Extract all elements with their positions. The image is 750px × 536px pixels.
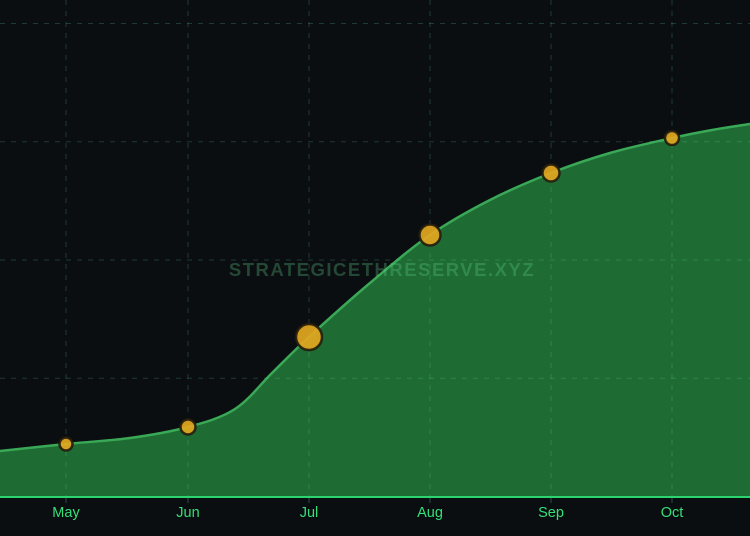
data-point-jul[interactable] [294,322,324,352]
data-points [58,129,681,452]
data-point-aug[interactable] [418,223,442,247]
x-axis-label-jun: Jun [176,505,200,521]
x-axis: May Jun Jul Aug Sep Oct [0,503,750,536]
gridlines [0,0,750,497]
area-line [0,122,750,453]
x-axis-ticks [65,498,673,503]
data-point-oct[interactable] [663,129,681,147]
data-point-sep[interactable] [541,163,561,183]
data-point-jun[interactable] [179,418,197,436]
x-axis-label-aug: Aug [417,505,443,521]
x-axis-label-sep: Sep [538,505,564,521]
x-axis-label-jul: Jul [299,505,319,521]
area-fill [0,124,750,497]
data-point-may[interactable] [58,436,74,452]
x-axis-label-oct: Oct [660,505,684,521]
x-axis-label-may: May [52,505,80,521]
